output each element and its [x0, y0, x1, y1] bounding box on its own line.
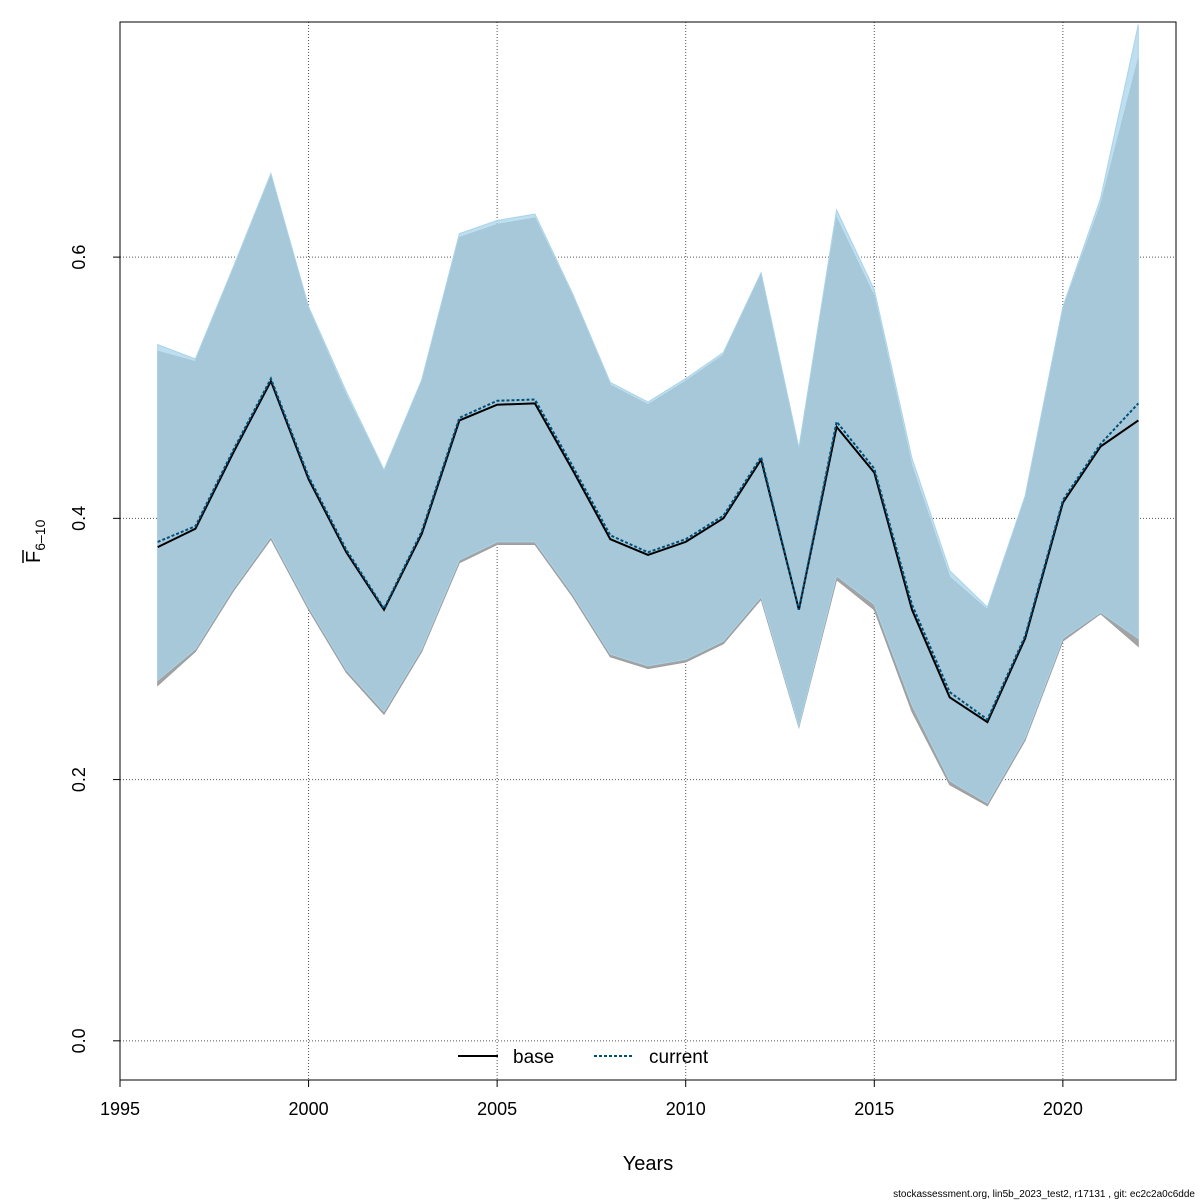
legend: base current [458, 1047, 709, 1068]
y-axis: 0.0 0.2 0.4 0.6 [69, 245, 120, 1053]
confidence-bands [157, 24, 1139, 807]
y-tick-label: 0.0 [69, 1028, 89, 1053]
legend-label-base: base [513, 1047, 554, 1068]
x-tick-label: 2020 [1043, 1099, 1083, 1119]
plot-frame [119, 21, 1177, 1081]
y-axis-title: F6–10 [22, 519, 48, 563]
x-axis-title: Years [623, 1153, 673, 1175]
y-axis-title-symbol: F [23, 551, 45, 563]
footer-note: stockassessment.org, lin5b_2023_test2, r… [893, 1189, 1195, 1200]
y-axis-title-subscript: 6–10 [32, 519, 48, 550]
y-tick-label: 0.4 [69, 506, 89, 531]
legend-label-current: current [649, 1047, 709, 1068]
y-tick-label: 0.2 [69, 767, 89, 792]
x-tick-label: 2005 [477, 1099, 517, 1119]
series-line-current [157, 376, 1140, 722]
x-tick-label: 1995 [100, 1099, 140, 1119]
x-axis: 1995 2000 2005 2010 2015 2020 [100, 1080, 1083, 1119]
series-line-base [157, 378, 1139, 724]
series-lines [157, 376, 1140, 724]
x-tick-label: 2010 [666, 1099, 706, 1119]
svg-text:F6–10: F6–10 [23, 519, 48, 563]
y-tick-label: 0.6 [69, 245, 89, 270]
x-tick-label: 2015 [854, 1099, 894, 1119]
band-current [157, 24, 1139, 804]
x-tick-label: 2000 [289, 1099, 329, 1119]
